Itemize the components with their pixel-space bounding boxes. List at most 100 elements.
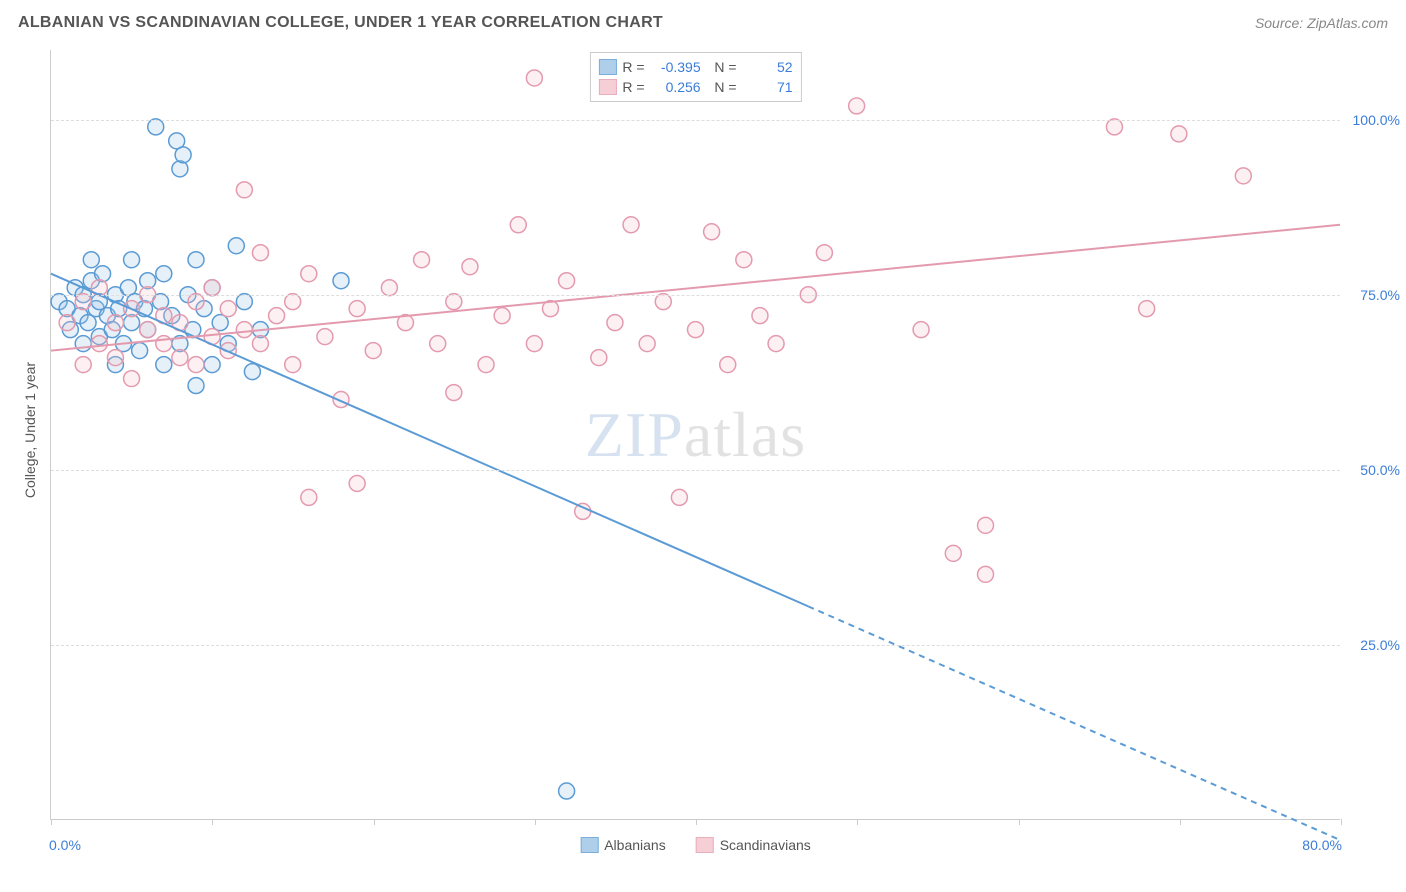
legend-r-value: -0.395 xyxy=(651,59,701,75)
correlation-legend: R = -0.395 N = 52 R = 0.256 N = 71 xyxy=(589,52,801,102)
data-point xyxy=(639,336,655,352)
legend-label: Scandinavians xyxy=(720,837,811,853)
data-point xyxy=(849,98,865,114)
data-point xyxy=(220,301,236,317)
data-point xyxy=(478,357,494,373)
legend-swatch-scandinavians xyxy=(598,79,616,95)
data-point xyxy=(188,294,204,310)
data-point xyxy=(75,336,91,352)
data-point xyxy=(204,280,220,296)
legend-n-value: 52 xyxy=(743,59,793,75)
legend-row-albanians: R = -0.395 N = 52 xyxy=(598,57,792,77)
data-point xyxy=(1139,301,1155,317)
data-point xyxy=(83,252,99,268)
data-point xyxy=(107,315,123,331)
data-point xyxy=(494,308,510,324)
data-point xyxy=(75,294,91,310)
data-point xyxy=(1106,119,1122,135)
legend-n-value: 71 xyxy=(743,79,793,95)
legend-n-label: N = xyxy=(707,79,737,95)
data-point xyxy=(414,252,430,268)
x-tick xyxy=(535,819,536,825)
legend-r-label: R = xyxy=(622,59,644,75)
x-tick xyxy=(374,819,375,825)
data-point xyxy=(752,308,768,324)
data-point xyxy=(301,489,317,505)
data-point xyxy=(285,294,301,310)
data-point xyxy=(269,308,285,324)
legend-swatch-icon xyxy=(696,837,714,853)
data-point xyxy=(446,294,462,310)
y-tick-label: 50.0% xyxy=(1345,462,1400,478)
data-point xyxy=(236,182,252,198)
data-point xyxy=(212,315,228,331)
legend-label: Albanians xyxy=(604,837,666,853)
data-point xyxy=(252,245,268,261)
data-point xyxy=(671,489,687,505)
data-point xyxy=(978,566,994,582)
data-point xyxy=(228,238,244,254)
data-point xyxy=(188,357,204,373)
y-axis-label: College, Under 1 year xyxy=(22,362,38,498)
data-point xyxy=(236,322,252,338)
data-point xyxy=(317,329,333,345)
x-tick xyxy=(696,819,697,825)
data-point xyxy=(175,147,191,163)
data-point xyxy=(978,517,994,533)
chart-header: ALBANIAN VS SCANDINAVIAN COLLEGE, UNDER … xyxy=(18,14,1388,32)
data-point xyxy=(156,357,172,373)
data-point xyxy=(156,266,172,282)
data-point xyxy=(80,315,96,331)
gridline xyxy=(51,120,1340,121)
data-point xyxy=(591,350,607,366)
data-point xyxy=(148,119,164,135)
data-point xyxy=(301,266,317,282)
data-point xyxy=(188,252,204,268)
data-point xyxy=(1235,168,1251,184)
plot-area: ZIPatlas R = -0.395 N = 52 R = 0.256 N =… xyxy=(50,50,1340,820)
gridline xyxy=(51,645,1340,646)
data-point xyxy=(75,357,91,373)
legend-swatch-icon xyxy=(580,837,598,853)
data-point xyxy=(607,315,623,331)
x-axis-min-label: 0.0% xyxy=(49,837,81,853)
data-point xyxy=(623,217,639,233)
data-point xyxy=(244,364,260,380)
chart-svg xyxy=(51,50,1340,819)
data-point xyxy=(140,322,156,338)
data-point xyxy=(236,294,252,310)
series-legend: Albanians Scandinavians xyxy=(580,837,811,853)
data-point xyxy=(526,70,542,86)
legend-r-label: R = xyxy=(622,79,644,95)
data-point xyxy=(172,350,188,366)
x-tick xyxy=(1180,819,1181,825)
data-point xyxy=(526,336,542,352)
data-point xyxy=(124,252,140,268)
data-point xyxy=(430,336,446,352)
legend-r-value: 0.256 xyxy=(651,79,701,95)
legend-item-albanians: Albanians xyxy=(580,837,666,853)
data-point xyxy=(688,322,704,338)
data-point xyxy=(107,350,123,366)
x-axis-max-label: 80.0% xyxy=(1302,837,1342,853)
data-point xyxy=(285,357,301,373)
data-point xyxy=(945,545,961,561)
y-tick-label: 100.0% xyxy=(1345,112,1400,128)
data-point xyxy=(446,385,462,401)
data-point xyxy=(913,322,929,338)
data-point xyxy=(510,217,526,233)
trend-line-dashed xyxy=(808,606,1340,840)
data-point xyxy=(559,273,575,289)
data-point xyxy=(365,343,381,359)
data-point xyxy=(1171,126,1187,142)
x-tick xyxy=(1019,819,1020,825)
data-point xyxy=(59,315,75,331)
data-point xyxy=(349,301,365,317)
data-point xyxy=(188,378,204,394)
data-point xyxy=(156,336,172,352)
gridline xyxy=(51,295,1340,296)
data-point xyxy=(655,294,671,310)
chart-source: Source: ZipAtlas.com xyxy=(1255,15,1388,31)
data-point xyxy=(349,475,365,491)
legend-n-label: N = xyxy=(707,59,737,75)
